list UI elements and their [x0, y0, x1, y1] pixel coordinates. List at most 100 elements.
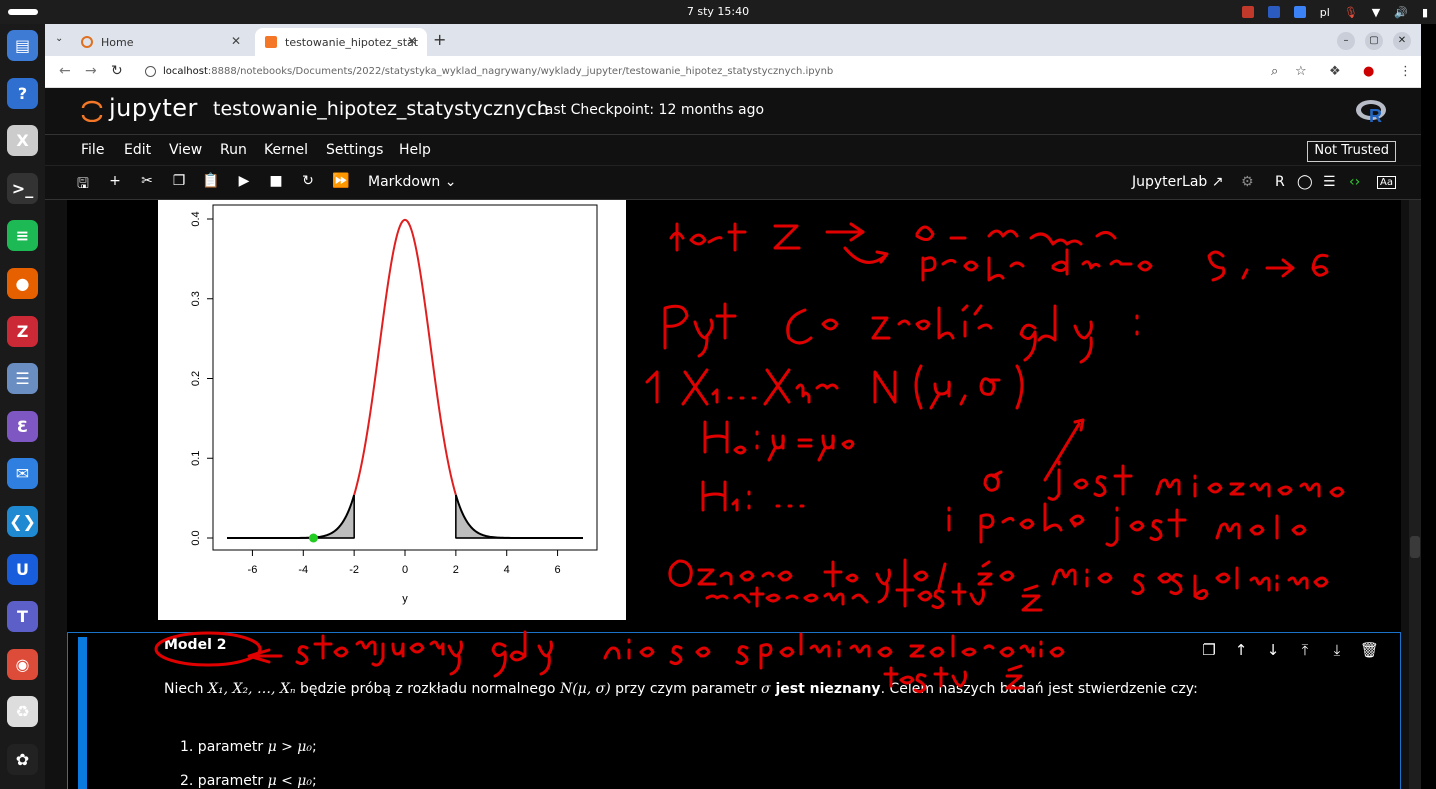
dock: ▤? X >_ ≡ ● Z ☰ Ɛ ✉ ❮❯ U T ◉ ♻ ✿	[0, 24, 45, 789]
move-up-icon[interactable]: ↑	[1234, 641, 1248, 659]
menu-run[interactable]: Run	[220, 142, 247, 158]
dock-terminal-icon[interactable]: >_	[7, 172, 38, 204]
property-inspector-icon[interactable]: ‹›	[1349, 174, 1361, 190]
wifi-icon[interactable]: ▼	[1371, 5, 1381, 19]
restart-run-all-icon[interactable]: ⏩	[332, 173, 350, 189]
scrollbar-thumb[interactable]	[1410, 536, 1420, 558]
menu-kernel[interactable]: Kernel	[264, 142, 308, 158]
y-axis: 0.0 0.1 0.2 0.3 0.4	[190, 211, 214, 546]
menu-help[interactable]: Help	[399, 142, 431, 158]
paste-icon[interactable]: 📋	[202, 173, 220, 189]
dock-emacs-icon[interactable]: Ɛ	[7, 410, 38, 442]
menu-file[interactable]: File	[81, 142, 105, 158]
url-field[interactable]: localhost:8888/notebooks/Documents/2022/…	[139, 60, 1277, 84]
insert-above-icon[interactable]: ⤒	[1301, 641, 1309, 659]
insert-below-icon[interactable]: ⤓	[1333, 641, 1341, 659]
table-of-contents-icon[interactable]: ☰	[1323, 174, 1336, 190]
microphone-icon[interactable]: 🎙	[1343, 5, 1358, 19]
markdown-cell[interactable]: Model 2 ❐ ↑ ↓ ⤒ ⤓ 🗑 Niech X₁, X₂, …, Xₙ …	[67, 632, 1401, 789]
text-mid: będzie próbą z rozkładu normalnego	[295, 681, 560, 697]
model-heading: Model 2	[164, 637, 227, 653]
dock-ubuntu-icon[interactable]: ✿	[7, 744, 38, 775]
keyboard-layout[interactable]: pl	[1319, 5, 1330, 19]
menu-kebab-icon[interactable]: ⋮	[1399, 64, 1412, 79]
restart-icon[interactable]: ↻	[302, 173, 314, 189]
save-icon[interactable]: 🖫	[77, 176, 89, 192]
profile-icon[interactable]: ●	[1363, 64, 1375, 79]
checkpoint-status: Last Checkpoint: 12 months ago	[537, 102, 765, 118]
recording-icon[interactable]	[1241, 6, 1254, 18]
system-tray[interactable]: pl 🎙 ▼ 🔊 ▮	[1241, 3, 1428, 21]
back-icon[interactable]: ←	[59, 63, 71, 79]
x-axis: -6 -4 -2 0 2 4 6	[248, 549, 561, 576]
density-left-tail	[227, 494, 356, 539]
notebook-scrollbar[interactable]	[1409, 200, 1421, 789]
clock[interactable]: 7 sty 15:40	[686, 5, 750, 18]
dock-trash-icon[interactable]: ♻	[7, 696, 38, 728]
new-tab-button[interactable]: +	[433, 30, 447, 49]
menu-edit[interactable]: Edit	[124, 142, 152, 158]
forward-icon[interactable]: →	[85, 63, 97, 79]
cell-collapser[interactable]	[78, 637, 87, 789]
cell-type-select[interactable]: Markdown ⌄	[368, 174, 456, 190]
reload-icon[interactable]: ↻	[111, 63, 123, 79]
jupyter-logo-icon[interactable]	[81, 100, 103, 122]
close-window-button[interactable]: ✕	[1393, 32, 1411, 50]
bookmark-star-icon[interactable]: ☆	[1295, 64, 1307, 79]
external-link-icon: ↗	[1211, 174, 1224, 190]
site-info-icon[interactable]	[145, 66, 156, 77]
list-item-end: ;	[312, 773, 317, 789]
url-path: :8888/notebooks/Documents/2022/statystyk…	[207, 66, 834, 77]
clipboard-icon[interactable]	[1293, 6, 1306, 18]
debugger-icon[interactable]: ⚙	[1241, 174, 1254, 190]
math-sample: X₁, X₂, …, Xₙ	[208, 681, 296, 697]
copy-icon[interactable]: ❐	[172, 173, 186, 189]
tab-notebook[interactable]: testowanie_hipotez_stat ✕	[255, 28, 427, 56]
dock-vscode-icon[interactable]: ❮❯	[7, 506, 38, 537]
dock-bitwarden-icon[interactable]: U	[7, 553, 38, 585]
menu-view[interactable]: View	[169, 142, 203, 158]
dock-files-icon[interactable]: ▤	[7, 30, 38, 61]
stop-icon[interactable]: ■	[269, 173, 283, 189]
close-tab-icon[interactable]: ✕	[406, 34, 417, 48]
kernel-name[interactable]: R	[1275, 174, 1285, 190]
battery-icon[interactable]: ▮	[1421, 5, 1428, 19]
run-icon[interactable]: ▶	[238, 173, 250, 189]
dock-spotify-icon[interactable]: ≡	[7, 220, 38, 252]
dock-help-icon[interactable]: ?	[7, 77, 38, 109]
zoom-icon[interactable]: ⌕	[1271, 64, 1279, 79]
jupyter-logo-text[interactable]: jupyter	[109, 94, 198, 122]
menu-settings[interactable]: Settings	[326, 142, 384, 158]
x-tick-label: 6	[555, 564, 561, 576]
dock-thunderbird-icon[interactable]: ✉	[7, 458, 38, 490]
minimize-button[interactable]: –	[1337, 32, 1355, 50]
move-down-icon[interactable]: ↓	[1266, 641, 1280, 659]
math-sigma: σ	[761, 681, 771, 697]
tab-home[interactable]: Home ✕	[71, 28, 251, 56]
app-indicator-icon[interactable]	[1267, 6, 1280, 18]
trust-status-button[interactable]: Not Trusted	[1307, 141, 1396, 162]
volume-icon[interactable]: 🔊	[1394, 5, 1408, 19]
extensions-icon[interactable]: ❖	[1329, 64, 1341, 79]
plot-points	[308, 533, 318, 543]
close-tab-icon[interactable]: ✕	[230, 34, 241, 48]
jupyterlab-link[interactable]: JupyterLab ↗	[1132, 174, 1224, 190]
notebook-area: -6 -4 -2 0 2 4 6 0.0 0.1 0.2 0.3 0.4 y Model 2 ❐ ↑…	[45, 200, 1421, 789]
tab-search-icon[interactable]: ⌄	[55, 33, 64, 44]
activities-indicator[interactable]	[8, 9, 38, 15]
duplicate-cell-icon[interactable]: ❐	[1202, 641, 1216, 659]
dock-teams-icon[interactable]: T	[7, 601, 38, 633]
font-settings-icon[interactable]: Aa	[1377, 176, 1396, 189]
menu-bar: File Edit View Run Kernel Settings Help Not Tru…	[45, 134, 1421, 166]
insert-cell-icon[interactable]: +	[109, 173, 121, 189]
delete-cell-icon[interactable]: 🗑	[1360, 641, 1380, 659]
dock-xournal-icon[interactable]: X	[7, 125, 38, 157]
notebook-title[interactable]: testowanie_hipotez_statystycznych	[213, 98, 549, 120]
maximize-button[interactable]: ▢	[1365, 32, 1383, 50]
dock-chrome-icon[interactable]: ◉	[7, 648, 38, 680]
dock-document-viewer-icon[interactable]: ☰	[7, 363, 38, 395]
chevron-down-icon: ⌄	[444, 174, 457, 190]
dock-zotero-icon[interactable]: Z	[7, 315, 38, 347]
dock-firefox-icon[interactable]: ●	[7, 268, 38, 299]
cut-icon[interactable]: ✂	[141, 173, 153, 189]
